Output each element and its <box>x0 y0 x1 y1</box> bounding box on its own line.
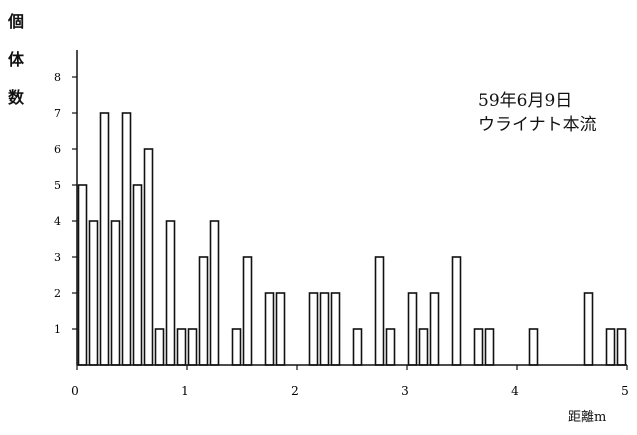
bar-2.2 <box>319 292 330 366</box>
bar-3.6 <box>473 328 484 366</box>
y-tick-label-1: 1 <box>54 323 61 336</box>
bar-3.1 <box>418 328 429 366</box>
annotation-date: 59年6月9日 <box>478 91 573 111</box>
bar-2.5 <box>352 328 363 366</box>
y-tick-label-2: 2 <box>54 287 61 300</box>
bar-0.8 <box>165 220 176 366</box>
x-tick-label-0: 0 <box>71 384 79 398</box>
bar-0.3 <box>110 220 121 366</box>
x-tick-label-3: 3 <box>401 384 409 398</box>
bar-4.8 <box>605 328 616 366</box>
x-tick-label-4: 4 <box>511 384 519 398</box>
bar-2.7 <box>374 256 385 366</box>
bar-4.9 <box>616 328 627 366</box>
annotation-location: ウライナト本流 <box>478 115 597 135</box>
bar-3.2 <box>429 292 440 366</box>
bar-1.0 <box>187 328 198 366</box>
bar-2.1 <box>308 292 319 366</box>
bar-2.8 <box>385 328 396 366</box>
bar-3.7 <box>484 328 495 366</box>
bar-0.5 <box>132 184 143 366</box>
bar-3.0 <box>407 292 418 366</box>
bar-0.2 <box>99 112 110 366</box>
y-tick-label-7: 7 <box>54 107 61 120</box>
y-tick-label-4: 4 <box>54 215 61 228</box>
y-tick-label-6: 6 <box>54 143 61 156</box>
bar-0.6 <box>143 148 154 366</box>
bar-4.6 <box>583 292 594 366</box>
x-axis-label: 距離m <box>568 410 607 425</box>
x-tick-label-5: 5 <box>621 384 629 398</box>
y-tick-label-3: 3 <box>54 251 61 264</box>
bar-0.7 <box>154 328 165 366</box>
bar-1.1 <box>198 256 209 366</box>
y-axis-label-char-2: 体 <box>8 50 25 69</box>
bar-1.2 <box>209 220 220 366</box>
bar-4.1 <box>528 328 539 366</box>
y-axis-label-char-3: 数 <box>8 88 25 107</box>
bar-1.4 <box>231 328 242 366</box>
bar-1.7 <box>264 292 275 366</box>
y-tick-label-5: 5 <box>54 179 61 192</box>
x-tick-label-1: 1 <box>181 384 189 398</box>
bar-1.5 <box>242 256 253 366</box>
bars-group <box>77 112 627 366</box>
bar-0.1 <box>88 220 99 366</box>
bar-3.4 <box>451 256 462 366</box>
y-tick-label-8: 8 <box>54 71 61 84</box>
y-axis-label-char-1: 個 <box>8 12 25 31</box>
bar-1.8 <box>275 292 286 366</box>
bar-0.4 <box>121 112 132 366</box>
bar-0.9 <box>176 328 187 366</box>
x-tick-label-2: 2 <box>291 384 299 398</box>
bar-2.3 <box>330 292 341 366</box>
ticks-group: 1 2 3 4 5 6 7 8 0 1 2 3 4 5 <box>54 71 629 398</box>
bar-0.0 <box>77 184 88 366</box>
